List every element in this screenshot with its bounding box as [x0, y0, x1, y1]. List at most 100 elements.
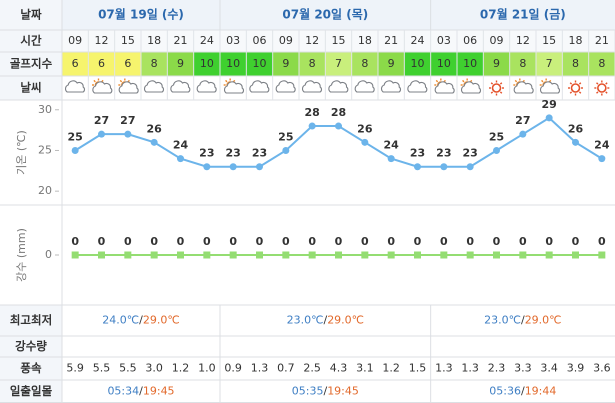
- wind-value: 5.5: [93, 362, 111, 375]
- wind-value: 3.1: [356, 362, 374, 375]
- y-axis-label: 기온 (℃): [15, 130, 28, 175]
- point: [229, 251, 237, 259]
- row-label: 시간: [20, 34, 42, 48]
- golf-value: 10: [200, 57, 214, 70]
- point: [229, 163, 237, 171]
- sunset: 19:45: [327, 385, 359, 398]
- point: [572, 138, 579, 146]
- value-label: 0: [387, 235, 395, 248]
- golf-cell: [351, 52, 378, 76]
- point: [124, 251, 132, 259]
- value-label: 23: [199, 147, 214, 160]
- wind-value: 1.5: [409, 362, 427, 375]
- cloud-icon: [170, 80, 191, 93]
- value-label: 28: [331, 106, 346, 119]
- value-label: 27: [94, 114, 109, 127]
- time-label: 09: [279, 34, 293, 47]
- weather-icon: [407, 80, 428, 93]
- golf-value: 8: [519, 57, 526, 70]
- sun-ray: [569, 91, 573, 94]
- weather-icon: [434, 78, 455, 94]
- wind-value: 1.0: [198, 362, 216, 375]
- value-label: 0: [414, 235, 422, 248]
- time-label: 18: [147, 34, 161, 47]
- time-label: 18: [358, 34, 372, 47]
- value-label: 0: [256, 235, 264, 248]
- point: [545, 251, 553, 259]
- golf-value: 10: [437, 57, 451, 70]
- weather-icon: [354, 80, 375, 93]
- cloud-icon: [92, 81, 113, 94]
- y-axis-label: 강수 (mm): [15, 228, 28, 282]
- point: [256, 251, 263, 259]
- point: [545, 114, 553, 122]
- point: [387, 251, 395, 259]
- weather-icon: [144, 80, 165, 93]
- row-label: 날짜: [20, 8, 42, 22]
- sun-ray: [578, 82, 582, 85]
- wind-value: 2.5: [303, 362, 321, 375]
- point: [98, 130, 105, 138]
- golf-cell: [88, 52, 115, 76]
- point: [598, 251, 606, 259]
- value-label: 26: [357, 122, 373, 135]
- row-label: 골프지수: [10, 57, 53, 71]
- row-label: 일출일몰: [10, 384, 53, 398]
- weather-icon: [196, 80, 217, 93]
- golf-value: 9: [177, 57, 184, 70]
- time-label: 15: [121, 34, 135, 47]
- date-label: 07월 20일 (목): [282, 7, 368, 22]
- value-label: 0: [282, 235, 290, 248]
- time-label: 18: [569, 34, 583, 47]
- separator: /: [139, 314, 143, 327]
- value-label: 23: [226, 147, 241, 160]
- cloud-icon: [513, 81, 534, 94]
- weather-icon: [381, 80, 402, 93]
- sun-ray: [499, 91, 503, 94]
- point: [466, 251, 474, 259]
- point: [519, 251, 527, 259]
- time-label: 24: [411, 34, 425, 47]
- separator: /: [323, 385, 327, 398]
- time-label: 12: [95, 34, 109, 47]
- point: [414, 163, 421, 171]
- weather-icon: [302, 80, 323, 93]
- weather-icon: [275, 80, 296, 93]
- cloud-icon: [302, 80, 323, 93]
- point: [203, 163, 211, 171]
- time-label: 03: [437, 34, 451, 47]
- golf-cell: [457, 52, 484, 76]
- cloud-icon: [407, 80, 428, 93]
- point: [71, 251, 79, 259]
- cloud-icon: [249, 80, 270, 93]
- value-label: 23: [436, 147, 451, 160]
- golf-value: 9: [493, 57, 500, 70]
- time-label: 15: [332, 34, 346, 47]
- value-label: 0: [493, 235, 501, 248]
- value-label: 26: [568, 122, 584, 135]
- sunset: 19:44: [525, 385, 557, 398]
- point: [203, 251, 211, 259]
- sun-ray: [490, 82, 494, 85]
- time-label: 21: [174, 34, 188, 47]
- date-label: 07월 19일 (수): [98, 7, 184, 22]
- sun-ray: [605, 82, 608, 85]
- min-max: 24.0℃/29.0℃: [102, 314, 179, 327]
- point: [466, 163, 474, 171]
- time-label: 24: [200, 34, 214, 47]
- separator: /: [139, 385, 143, 398]
- label-col-bg-chart: [0, 100, 62, 305]
- value-label: 0: [361, 235, 369, 248]
- golf-cell: [404, 52, 431, 76]
- time-label: 21: [384, 34, 398, 47]
- wind-value: 0.9: [224, 362, 242, 375]
- sun-ray: [490, 91, 494, 94]
- date-label: 07월 21일 (금): [480, 7, 566, 22]
- weather-icon: [489, 80, 504, 96]
- point: [493, 251, 500, 259]
- point: [361, 251, 369, 259]
- value-label: 0: [98, 235, 106, 248]
- value-label: 29: [542, 98, 557, 111]
- value-label: 0: [598, 235, 606, 248]
- golf-cell: [272, 52, 299, 76]
